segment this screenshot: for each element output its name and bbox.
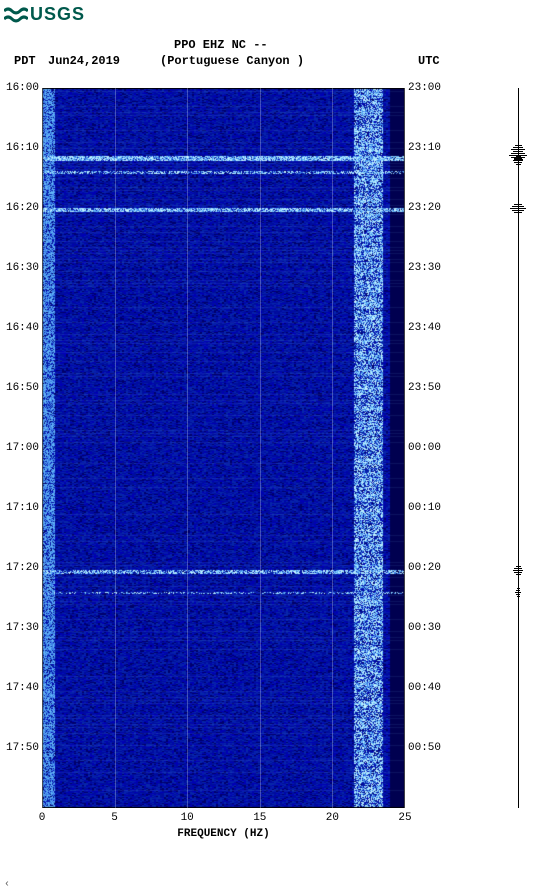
ytick-left-5: 16:50 [6, 382, 39, 394]
ytick-left-0: 16:00 [6, 82, 39, 94]
xtick-5: 25 [398, 812, 411, 824]
ytick-left-4: 16:40 [6, 322, 39, 334]
ytick-right-3: 23:30 [408, 262, 441, 274]
ytick-right-1: 23:10 [408, 142, 441, 154]
ytick-right-6: 00:00 [408, 442, 441, 454]
ytick-right-2: 23:20 [408, 202, 441, 214]
x-axis-label: FREQUENCY (HZ) [177, 828, 269, 840]
ytick-right-9: 00:30 [408, 622, 441, 634]
usgs-wave-icon [4, 5, 28, 25]
ytick-left-3: 16:30 [6, 262, 39, 274]
amplitude-trace [498, 88, 538, 808]
ytick-right-7: 00:10 [408, 502, 441, 514]
ytick-left-11: 17:50 [6, 742, 39, 754]
tz-left: PDT [14, 54, 36, 68]
ytick-right-10: 00:40 [408, 682, 441, 694]
ytick-left-8: 17:20 [6, 562, 39, 574]
spectrogram-canvas [42, 88, 405, 808]
usgs-logo-text: USGS [30, 4, 85, 25]
station-desc: (Portuguese Canyon ) [160, 54, 304, 68]
ytick-left-6: 17:00 [6, 442, 39, 454]
amp-baseline [518, 88, 519, 808]
tz-right: UTC [418, 54, 440, 68]
ytick-right-11: 00:50 [408, 742, 441, 754]
ytick-left-9: 17:30 [6, 622, 39, 634]
xtick-2: 10 [181, 812, 194, 824]
ytick-left-1: 16:10 [6, 142, 39, 154]
footer-mark: ‹ [4, 879, 10, 890]
spectrogram-plot: 16:00 16:10 16:20 16:30 16:40 16:50 17:0… [42, 88, 405, 808]
xtick-3: 15 [253, 812, 266, 824]
ytick-left-7: 17:10 [6, 502, 39, 514]
xtick-4: 20 [326, 812, 339, 824]
xtick-1: 5 [111, 812, 118, 824]
ytick-right-0: 23:00 [408, 82, 441, 94]
date-label: Jun24,2019 [48, 54, 120, 68]
ytick-right-4: 23:40 [408, 322, 441, 334]
ytick-left-2: 16:20 [6, 202, 39, 214]
usgs-logo: USGS [4, 4, 85, 25]
ytick-left-10: 17:40 [6, 682, 39, 694]
ytick-right-5: 23:50 [408, 382, 441, 394]
xtick-0: 0 [39, 812, 46, 824]
ytick-right-8: 00:20 [408, 562, 441, 574]
station-line: PPO EHZ NC -- [174, 38, 268, 52]
